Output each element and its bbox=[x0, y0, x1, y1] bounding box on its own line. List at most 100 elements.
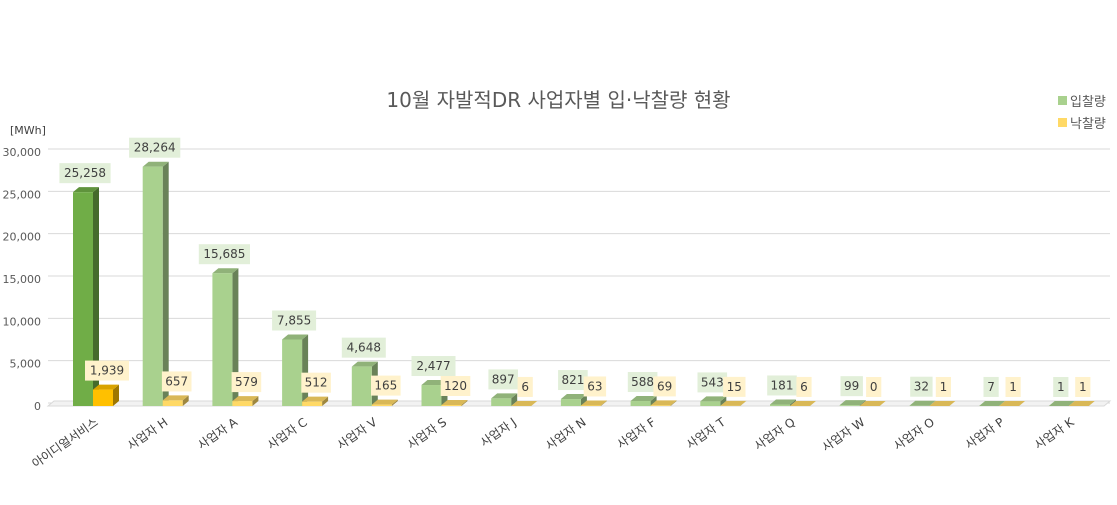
award-data-label: 1,939 bbox=[90, 364, 124, 378]
bid-bar-side bbox=[93, 187, 99, 406]
award-data-label: 0 bbox=[870, 380, 878, 394]
award-data-label-bg bbox=[301, 372, 331, 393]
award-data-label: 165 bbox=[374, 379, 397, 393]
award-data-label-bg bbox=[161, 371, 192, 392]
x-category-label: 사업자 K bbox=[1032, 414, 1078, 452]
bid-bar-side bbox=[720, 396, 727, 406]
bid-bar bbox=[491, 398, 512, 406]
y-tick-label: 15,000 bbox=[3, 273, 42, 286]
legend-item-bid: 입찰량 bbox=[1058, 91, 1106, 110]
bid-data-label-bg bbox=[488, 369, 518, 390]
award-data-label: 6 bbox=[800, 380, 808, 394]
bid-data-label: 7,855 bbox=[277, 313, 311, 327]
x-category-label: 사업자 W bbox=[819, 415, 867, 455]
bid-data-label: 181 bbox=[771, 378, 794, 392]
bid-bar-side bbox=[580, 394, 587, 406]
legend-swatch-award bbox=[1058, 118, 1067, 127]
bid-data-label-bg bbox=[627, 372, 658, 393]
award-data-label-bg bbox=[866, 377, 882, 397]
bid-data-label: 1 bbox=[1057, 380, 1065, 394]
award-data-label: 1 bbox=[940, 380, 948, 394]
award-data-label-bg bbox=[796, 376, 812, 397]
bid-bar-top bbox=[1048, 400, 1075, 406]
award-bar-side bbox=[113, 384, 119, 406]
award-bar-side bbox=[1088, 400, 1095, 406]
award-data-label: 1 bbox=[1079, 380, 1087, 394]
legend-item-award: 낙찰량 bbox=[1058, 113, 1106, 132]
award-bar-side bbox=[252, 396, 259, 406]
bid-bar-side bbox=[511, 393, 518, 406]
award-data-label: 579 bbox=[235, 375, 258, 389]
legend-label-bid: 입찰량 bbox=[1070, 95, 1106, 110]
award-data-label-bg bbox=[517, 376, 533, 397]
award-bar bbox=[441, 404, 462, 406]
award-data-label-bg bbox=[723, 376, 746, 397]
x-category-label: 사업자 P bbox=[963, 415, 1007, 452]
bid-bar bbox=[630, 401, 651, 406]
bid-bar-top bbox=[282, 334, 309, 340]
bid-bar bbox=[421, 385, 442, 406]
award-data-label: 1 bbox=[1009, 380, 1017, 394]
bid-data-label: 25,258 bbox=[64, 166, 106, 180]
bid-data-label: 2,477 bbox=[416, 359, 450, 373]
award-data-label-bg bbox=[231, 372, 262, 393]
bid-bar-top bbox=[142, 161, 169, 167]
x-category-label: 사업자 Q bbox=[752, 415, 798, 453]
bid-bar-top bbox=[700, 396, 727, 402]
legend-swatch-bid bbox=[1058, 96, 1067, 105]
award-bar bbox=[580, 405, 601, 406]
bid-data-label-bg bbox=[272, 310, 317, 331]
award-bar bbox=[650, 405, 671, 406]
award-bar-top bbox=[232, 396, 259, 402]
bid-bar-top bbox=[491, 393, 518, 399]
bid-data-label-bg bbox=[910, 376, 933, 397]
award-data-label-bg bbox=[1005, 376, 1021, 397]
bid-bar-top bbox=[73, 187, 99, 193]
bid-bar-top bbox=[351, 361, 378, 367]
bid-bar-side bbox=[790, 399, 796, 406]
award-data-label-bg bbox=[1075, 376, 1091, 397]
bid-data-label-bg bbox=[198, 244, 250, 265]
award-data-label: 69 bbox=[657, 379, 672, 393]
bid-data-label: 821 bbox=[561, 373, 584, 387]
award-bar-side bbox=[182, 395, 189, 406]
bid-bar bbox=[700, 401, 721, 406]
legend-label-award: 낙찰량 bbox=[1070, 117, 1106, 132]
award-bar-top bbox=[859, 401, 886, 406]
award-bar-top bbox=[511, 400, 538, 406]
bid-bar-side bbox=[999, 400, 1006, 406]
y-tick-label: 5,000 bbox=[10, 358, 42, 371]
x-category-label: 사업자 J bbox=[478, 415, 519, 450]
bid-data-label: 28,264 bbox=[134, 141, 176, 155]
award-bar-top bbox=[93, 384, 119, 390]
award-bar-top bbox=[441, 399, 468, 405]
bid-data-label: 7 bbox=[987, 380, 995, 394]
award-bar-side bbox=[1019, 400, 1026, 406]
bid-data-label-bg bbox=[341, 337, 386, 358]
bid-data-label: 99 bbox=[844, 379, 859, 393]
y-tick-label: 20,000 bbox=[3, 231, 42, 244]
bid-bar bbox=[839, 405, 860, 406]
bid-data-label: 543 bbox=[701, 375, 724, 389]
award-bar bbox=[371, 404, 392, 406]
y-tick-label: 10,000 bbox=[3, 315, 42, 328]
x-category-label: 사업자 F bbox=[614, 415, 658, 452]
award-data-label-bg bbox=[440, 375, 471, 396]
award-bar-side bbox=[322, 396, 329, 406]
x-category-label: 사업자 C bbox=[265, 415, 310, 452]
bid-bar-top bbox=[770, 399, 796, 405]
bid-bar bbox=[212, 273, 233, 406]
x-category-label: 사업자 T bbox=[684, 415, 729, 452]
bid-bar-top bbox=[979, 400, 1006, 406]
bid-bar bbox=[560, 399, 581, 406]
bid-data-label-bg bbox=[558, 370, 588, 391]
award-data-label-bg bbox=[935, 376, 951, 397]
chart-title: 10월 자발적DR 사업자별 입·낙찰량 현황 bbox=[386, 88, 731, 112]
award-bar-side bbox=[949, 400, 956, 406]
bid-bar-side bbox=[859, 400, 866, 406]
y-axis-unit-label: [MWh] bbox=[10, 124, 46, 137]
bid-data-label-bg bbox=[129, 137, 181, 158]
award-bar-side bbox=[531, 400, 538, 406]
